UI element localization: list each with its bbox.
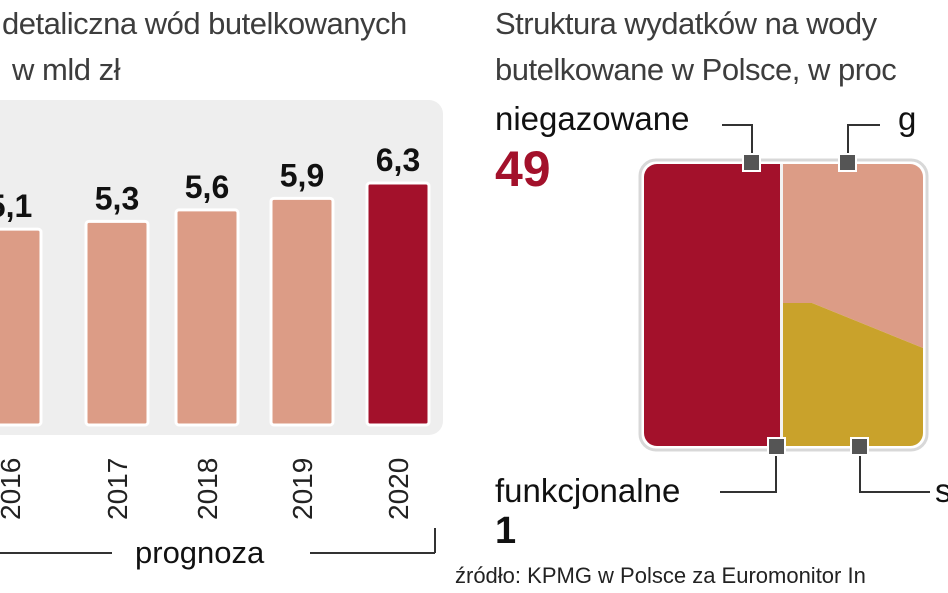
bar-2018 [174, 208, 240, 427]
bar-value-label-2016: 5,1 [0, 188, 32, 224]
slice-smakowe [783, 303, 923, 446]
label-smakowe: s [935, 472, 948, 509]
bar-chart-title: detaliczna wód butelkowanych [2, 6, 407, 41]
label-niegazowane: niegazowane [495, 100, 690, 137]
year-label-2018: 2018 [192, 458, 223, 520]
bar-2020 [365, 181, 431, 427]
pie-chart [638, 158, 929, 452]
pie-markers [742, 153, 869, 456]
forecast-bracket [0, 528, 436, 554]
bar-value-label-2020: 6,3 [376, 142, 420, 178]
bar-chart-unit: w mld zł [12, 52, 120, 87]
slice-niegazowane [644, 164, 780, 446]
bar-2016 [0, 227, 43, 427]
slice-gazowane [783, 164, 923, 348]
bar-2017 [84, 219, 150, 427]
label-funkcjonalne: funkcjonalne [495, 472, 681, 509]
bar-value-label-2019: 5,9 [280, 157, 324, 193]
year-label-2019: 2019 [287, 458, 318, 520]
bar-2019 [269, 196, 335, 427]
pie-leaders [720, 124, 930, 493]
forecast-label: prognoza [135, 535, 265, 570]
bar-value-label-2017: 5,3 [95, 180, 139, 216]
label-gazowane: g [898, 100, 917, 137]
year-label-2016: 2016 [0, 458, 26, 520]
value-funkcjonalne: 1 [495, 510, 517, 552]
year-label-2020: 2020 [383, 458, 414, 520]
value-niegazowane: 49 [495, 141, 551, 197]
pie-chart-title-line1: Struktura wydatków na wody [495, 6, 877, 41]
bar-value-label-2018: 5,6 [185, 169, 229, 205]
slice-funkcjonalne [780, 164, 783, 446]
pie-chart-title-line2: butelkowane w Polsce, w proc [495, 52, 897, 87]
source-note: źródło: KPMG w Polsce za Euromonitor In [455, 563, 866, 588]
year-label-2017: 2017 [102, 458, 133, 520]
